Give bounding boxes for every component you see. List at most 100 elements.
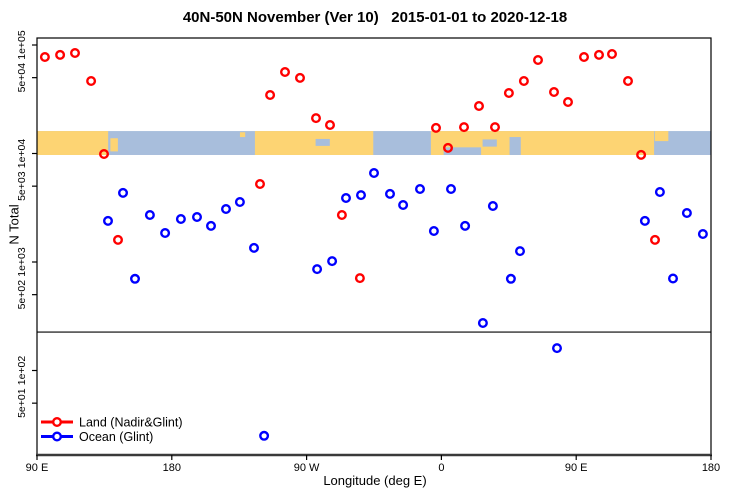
data-point-ocean	[398, 199, 409, 210]
y-tick-label: 1e+02	[16, 356, 28, 386]
y-tick-label: 1e+05	[16, 30, 28, 60]
x-tick-label: 90 E	[565, 462, 588, 474]
chart-title: 40N-50N November (Ver 10) 2015-01-01 to …	[182, 9, 568, 26]
map-band-water-patch	[482, 139, 497, 147]
x-tick-label: 180	[163, 462, 181, 474]
data-point-ocean	[460, 220, 471, 231]
data-point-ocean	[552, 343, 563, 354]
data-point-land	[579, 52, 590, 63]
y-tick-label: 5e+03	[16, 171, 28, 201]
map-band-land-patch	[110, 138, 118, 152]
data-point-land	[255, 178, 266, 189]
data-point-land	[459, 122, 470, 133]
data-point-ocean	[697, 228, 708, 239]
data-point-land	[354, 273, 365, 284]
data-point-ocean	[356, 190, 367, 201]
x-tick-label: 0	[438, 462, 444, 474]
data-point-ocean	[505, 273, 516, 284]
legend-item: Land (Nadir&Glint)	[41, 416, 183, 430]
series-ocean	[102, 167, 708, 441]
y-tick-label: 5e+02	[16, 280, 28, 310]
map-band-land-patch	[37, 131, 109, 155]
data-point-land	[336, 209, 347, 220]
plot-border	[36, 37, 712, 456]
data-point-ocean	[415, 183, 426, 194]
map-band-land-patch	[654, 131, 669, 142]
data-point-land	[549, 86, 560, 97]
data-point-land	[295, 72, 306, 83]
x-tick-label: 180	[702, 462, 720, 474]
x-tick-label: 90 W	[294, 462, 320, 474]
data-point-land	[39, 52, 50, 63]
data-point-ocean	[205, 220, 216, 231]
data-point-land	[533, 55, 544, 66]
data-point-land	[474, 100, 485, 111]
data-point-land	[518, 75, 529, 86]
data-point-ocean	[129, 273, 140, 284]
map-band-land-patch	[239, 132, 246, 138]
map-band	[37, 131, 711, 155]
map-band-land-patch	[254, 131, 374, 155]
data-point-ocean	[515, 246, 526, 257]
data-point-land	[69, 48, 80, 59]
data-point-land	[636, 149, 647, 160]
data-point-land	[265, 89, 276, 100]
legend-label: Land (Nadir&Glint)	[79, 416, 183, 430]
data-point-ocean	[446, 183, 457, 194]
data-point-land	[86, 75, 97, 86]
data-point-land	[594, 49, 605, 60]
data-point-ocean	[102, 215, 113, 226]
data-point-ocean	[369, 167, 380, 178]
data-point-ocean	[385, 188, 396, 199]
data-point-ocean	[144, 209, 155, 220]
y-tick-label: 1e+03	[16, 247, 28, 277]
data-point-ocean	[160, 227, 171, 238]
data-point-ocean	[668, 273, 679, 284]
data-point-ocean	[654, 186, 665, 197]
data-point-ocean	[341, 192, 352, 203]
data-point-ocean	[681, 207, 692, 218]
data-point-ocean	[327, 256, 338, 267]
data-point-land	[607, 49, 618, 60]
data-point-land	[112, 234, 123, 245]
x-axis-title: Longitude (deg E)	[323, 473, 427, 488]
legend-marker	[52, 417, 63, 428]
data-point-land	[431, 122, 442, 133]
y-tick-label: 5e+04	[16, 63, 28, 93]
data-point-ocean	[259, 430, 270, 441]
x-tick-label: 90 E	[26, 462, 49, 474]
legend-marker	[52, 431, 63, 442]
data-point-ocean	[248, 242, 259, 253]
data-point-land	[650, 234, 661, 245]
data-point-ocean	[117, 187, 128, 198]
legend: Land (Nadir&Glint)Ocean (Glint)	[41, 416, 183, 444]
map-band-water-patch	[443, 147, 482, 155]
y-tick-label: 5e+01	[16, 388, 28, 418]
map-band-water-patch	[509, 137, 521, 155]
data-point-ocean	[477, 318, 488, 329]
data-point-land	[55, 49, 66, 60]
data-point-land	[443, 142, 454, 153]
data-point-land	[280, 66, 291, 77]
data-point-ocean	[428, 225, 439, 236]
data-point-land	[325, 119, 336, 130]
legend-label: Ocean (Glint)	[79, 430, 153, 444]
y-tick-label: 1e+04	[16, 139, 28, 169]
series-land	[39, 48, 661, 284]
data-point-land	[490, 122, 501, 133]
data-point-land	[623, 75, 634, 86]
data-point-ocean	[312, 264, 323, 275]
map-band-water-patch	[315, 138, 330, 146]
data-point-ocean	[487, 200, 498, 211]
map-band-land-patch	[430, 131, 655, 155]
data-point-ocean	[220, 203, 231, 214]
data-point-land	[311, 113, 322, 124]
data-point-land	[98, 148, 109, 159]
data-point-land	[503, 87, 514, 98]
data-point-ocean	[234, 196, 245, 207]
data-point-ocean	[191, 211, 202, 222]
data-point-land	[563, 96, 574, 107]
legend-item: Ocean (Glint)	[41, 430, 153, 444]
